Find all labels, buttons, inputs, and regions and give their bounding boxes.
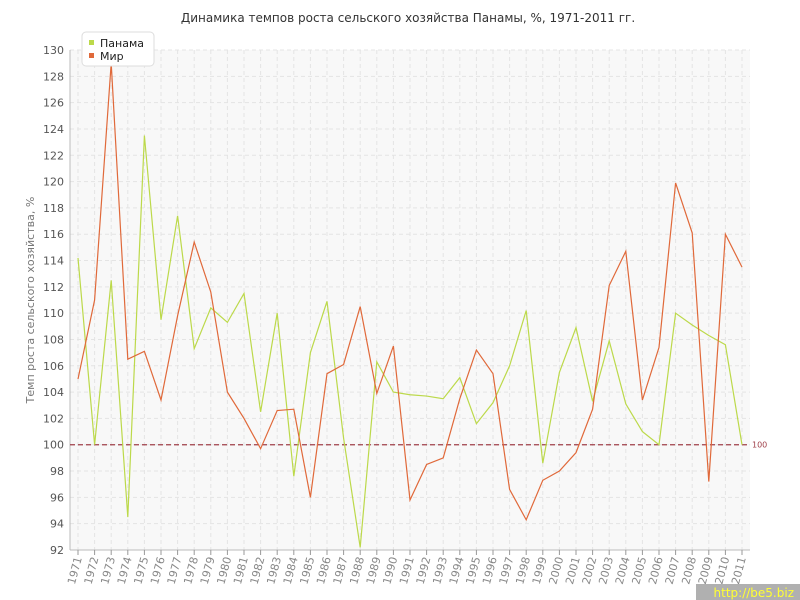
data-line [77,63,743,522]
y-tick-label: 108 [43,333,64,346]
watermark-bg [696,584,800,600]
legend-box [81,31,155,67]
y-tick-label: 128 [43,70,64,83]
y-axis-label: Темп роста сельского хозяйства, % [24,197,37,405]
y-tick-label: 98 [50,465,64,478]
y-tick-label: 124 [43,123,64,136]
y-tick-label: 114 [43,255,64,268]
legend-swatch [89,40,94,45]
y-tick-label: 120 [43,176,64,189]
legend-swatch [89,53,94,58]
chart-title: Динамика темпов роста сельского хозяйств… [181,11,635,25]
y-tick-label: 122 [43,149,64,162]
y-tick-label: 106 [43,360,64,373]
y-tick-label: 102 [43,412,64,425]
y-tick-label: 104 [43,386,64,399]
legend-label: Панама [100,37,144,50]
legend-label: Мир [100,50,124,63]
y-tick-label: 110 [43,307,64,320]
plot-background [70,50,750,550]
y-tick-label: 118 [43,202,64,215]
y-tick-label: 96 [50,491,64,504]
y-tick-label: 116 [43,228,64,241]
y-tick-label: 130 [43,44,64,57]
y-tick-label: 92 [50,544,64,557]
y-tick-label: 126 [43,97,64,110]
watermark: http://be5.biz [714,586,794,600]
y-tick-label: 112 [43,281,64,294]
data-line [77,135,743,548]
y-tick-label: 94 [50,518,64,531]
x-tick-label: 2011 [729,555,749,585]
reference-label: 100 [752,441,767,450]
y-tick-label: 100 [43,439,64,452]
